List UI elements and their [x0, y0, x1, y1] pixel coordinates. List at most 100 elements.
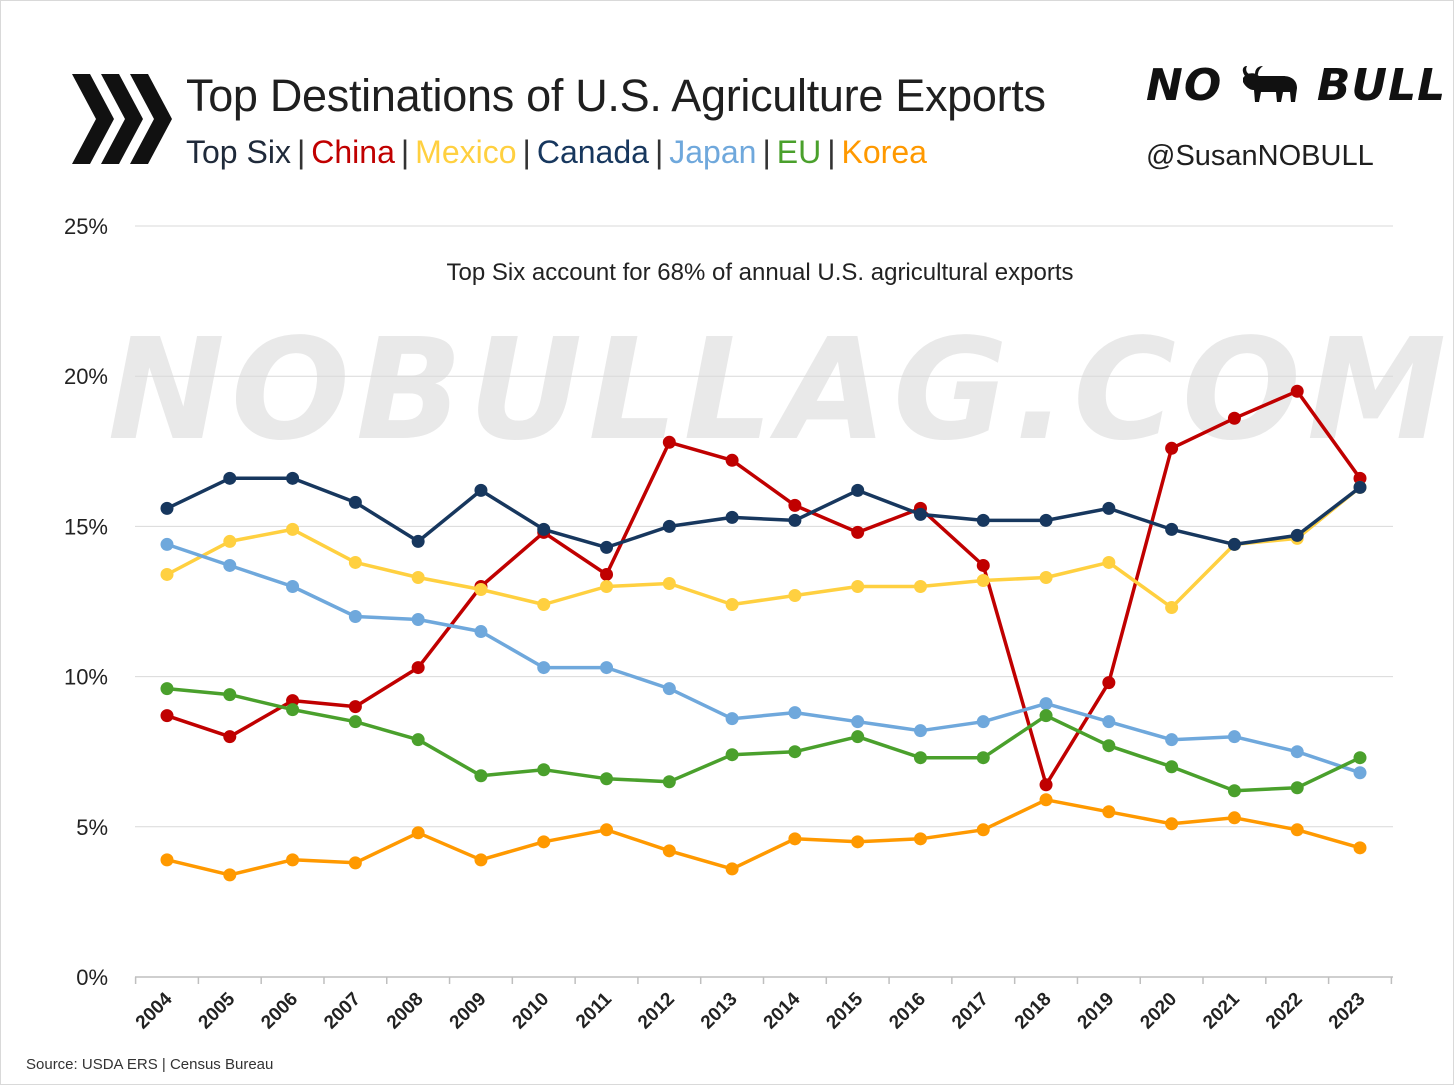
legend-item-canada: Canada: [536, 134, 649, 170]
data-point-canada: [411, 534, 425, 548]
series-mexico: [160, 480, 1367, 615]
data-point-china: [160, 709, 174, 723]
data-point-japan: [1039, 697, 1053, 711]
data-point-korea: [913, 832, 927, 846]
chart-annotation: Top Six account for 68% of annual U.S. a…: [447, 259, 1074, 286]
data-point-mexico: [788, 588, 802, 602]
twitter-handle: @SusanNOBULL: [1146, 140, 1374, 172]
y-tick-label: 15%: [64, 514, 108, 539]
series-korea: [160, 793, 1367, 882]
data-point-japan: [537, 661, 551, 675]
data-point-korea: [1102, 805, 1116, 819]
data-point-eu: [976, 751, 990, 765]
subtitle-separator: |: [762, 134, 771, 170]
data-point-china: [223, 730, 237, 744]
y-tick-label: 0%: [76, 965, 108, 990]
x-tick-label: 2007: [320, 989, 365, 1034]
data-point-mexico: [976, 573, 990, 587]
series-line-korea: [165, 798, 1362, 877]
data-point-japan: [223, 558, 237, 572]
data-point-eu: [411, 733, 425, 747]
series-eu: [160, 682, 1367, 798]
data-point-korea: [788, 832, 802, 846]
series-group: [160, 384, 1367, 882]
data-point-eu: [1039, 709, 1053, 723]
x-axis: 2004 2005 2006 2007 2008 2009 2010 2011 2012 2013…: [132, 976, 1393, 1034]
data-point-eu: [662, 775, 676, 789]
subtitle-separator: |: [827, 134, 836, 170]
x-tick-label: 2016: [885, 989, 930, 1034]
chart-subtitle-legend: Top Six | China | Mexico | Canada | Japan | EU | Kor…: [186, 134, 927, 171]
data-point-japan: [600, 661, 614, 675]
data-point-canada: [1353, 480, 1367, 494]
data-point-china: [725, 453, 739, 467]
data-point-korea: [223, 868, 237, 882]
data-point-canada: [1227, 537, 1241, 551]
data-point-china: [851, 525, 865, 539]
data-point-mexico: [913, 579, 927, 593]
y-axis: 0% 5% 10% 15% 20% 25%: [64, 214, 108, 990]
x-tick-label: 2011: [572, 988, 616, 1032]
data-point-japan: [286, 579, 300, 593]
data-point-mexico: [474, 582, 488, 596]
data-point-korea: [474, 853, 488, 867]
data-point-canada: [600, 540, 614, 554]
data-point-korea: [348, 856, 362, 870]
series-canada: [160, 471, 1367, 554]
x-tick-label: 2022: [1262, 989, 1307, 1034]
subtitle-separator: |: [522, 134, 531, 170]
data-point-china: [348, 700, 362, 714]
data-point-eu: [725, 748, 739, 762]
data-point-china: [1353, 471, 1367, 485]
data-point-mexico: [286, 522, 300, 536]
data-point-japan: [725, 712, 739, 726]
data-point-canada: [1102, 501, 1116, 515]
data-point-korea: [1039, 793, 1053, 807]
data-point-canada: [474, 483, 488, 497]
subtitle-separator: |: [400, 134, 410, 170]
data-point-canada: [160, 501, 174, 515]
data-point-korea: [286, 853, 300, 867]
y-tick-label: 25%: [64, 214, 108, 239]
data-point-japan: [913, 724, 927, 738]
series-line-canada: [165, 476, 1362, 550]
data-point-china: [976, 558, 990, 572]
x-tick-label: 2015: [822, 988, 867, 1033]
data-point-korea: [1165, 817, 1179, 831]
data-point-mexico: [725, 598, 739, 612]
data-point-canada: [286, 471, 300, 485]
chevrons-icon: [72, 74, 172, 164]
data-point-china: [1227, 411, 1241, 425]
chart-title: Top Destinations of U.S. Agriculture Exp…: [186, 70, 1046, 121]
data-point-japan: [1290, 745, 1304, 759]
x-tick-label: 2010: [509, 989, 554, 1034]
data-point-mexico: [662, 576, 676, 590]
data-point-japan: [788, 706, 802, 720]
data-point-eu: [474, 769, 488, 783]
data-point-mexico: [851, 579, 865, 593]
data-point-canada: [662, 519, 676, 533]
data-point-mexico: [411, 570, 425, 584]
x-tick-label: 2004: [132, 988, 177, 1033]
data-point-mexico: [223, 534, 237, 548]
data-point-japan: [1165, 733, 1179, 747]
data-point-eu: [1102, 739, 1116, 753]
gridlines: [135, 225, 1393, 828]
data-point-canada: [1165, 522, 1179, 536]
data-point-mexico: [1102, 555, 1116, 569]
data-point-mexico: [537, 598, 551, 612]
y-tick-label: 20%: [64, 364, 108, 389]
x-tick-label: 2017: [948, 989, 993, 1034]
data-point-korea: [411, 826, 425, 840]
data-point-japan: [851, 715, 865, 729]
data-point-china: [662, 435, 676, 449]
y-tick-label: 5%: [76, 815, 108, 840]
data-point-eu: [1353, 751, 1367, 765]
legend-item-china: China: [311, 134, 395, 170]
x-tick-label: 2020: [1136, 989, 1181, 1034]
source-note: Source: USDA ERS | Census Bureau: [26, 1056, 274, 1073]
x-tick-label: 2012: [634, 989, 679, 1034]
subtitle-separator: |: [654, 134, 664, 170]
data-point-eu: [537, 763, 551, 777]
